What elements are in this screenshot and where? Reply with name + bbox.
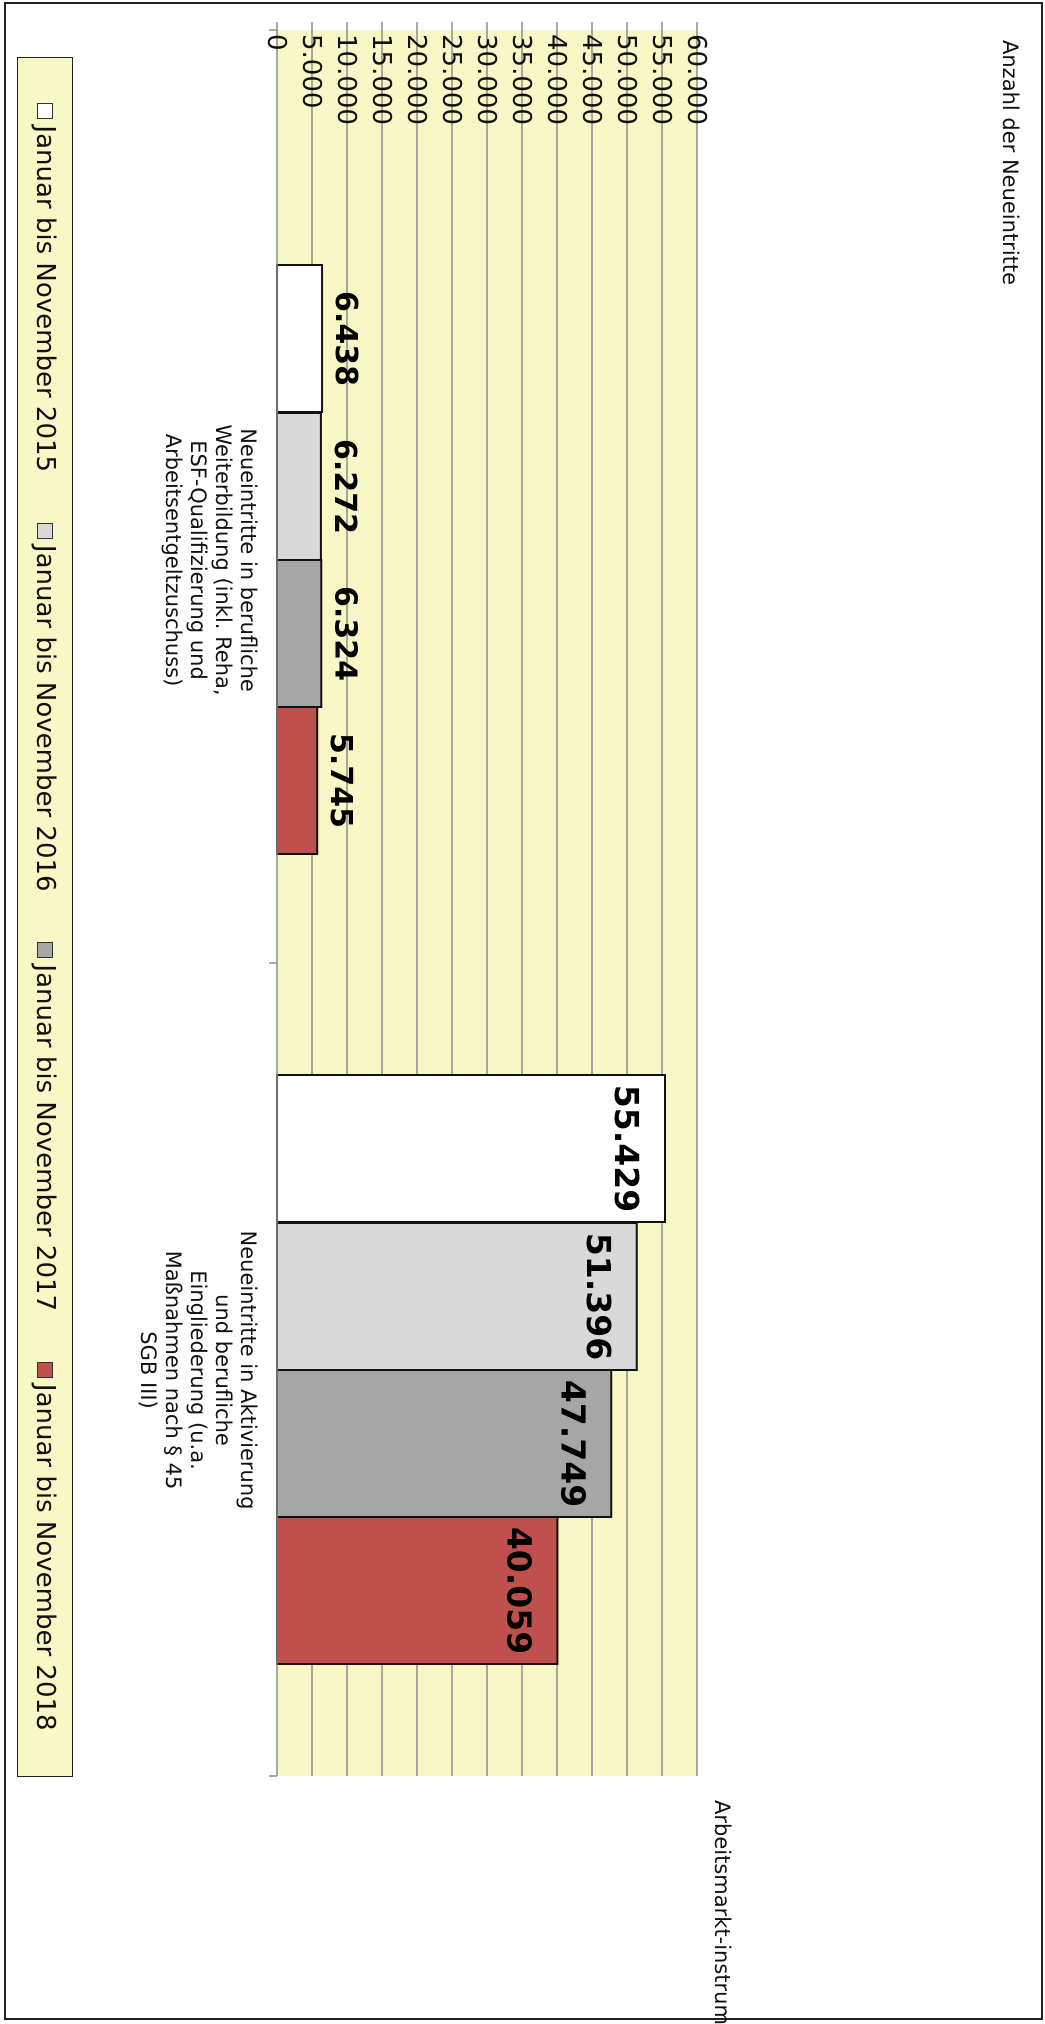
y-tick-label: 10.000	[331, 34, 361, 125]
legend-label: Januar bis November 2017	[30, 964, 60, 1312]
data-label: 5.745	[323, 733, 358, 828]
bar-1-series-3	[276, 559, 323, 708]
data-label: 51.396	[579, 1233, 618, 1360]
data-label: 47.749	[553, 1380, 592, 1507]
legend-swatch	[37, 942, 53, 959]
y-tick-label: 0	[261, 34, 291, 51]
data-label: 6.272	[327, 439, 362, 534]
y-tick-label: 50.000	[611, 34, 641, 125]
y-tick-label: 55.000	[646, 34, 676, 125]
bar-1-series-4	[276, 706, 319, 855]
category-label-line: Neueintritte in berufliche	[236, 428, 260, 692]
category-label-line: ESF-Qualifizierung und	[186, 440, 210, 680]
bar-1-series-2	[275, 412, 322, 561]
y-tick-label: 35.000	[506, 34, 536, 125]
category-label-line: Neueintritte in Aktivierung	[236, 1231, 260, 1510]
legend-label: Januar bis November 2015	[30, 125, 60, 473]
legend-item: Januar bis November 2015	[30, 103, 60, 472]
y-tick-label: 30.000	[471, 34, 501, 125]
legend-item: Januar bis November 2017	[30, 942, 60, 1311]
bar-1-series-1	[275, 264, 324, 413]
x-axis-title: Arbeitsmarkt-instrumente	[710, 1800, 734, 2024]
legend-swatch	[37, 522, 53, 539]
legend-swatch	[37, 1361, 53, 1378]
category-label-line: Weiterbildung (inkl. Reha,	[211, 424, 235, 695]
y-tick-label: 15.000	[366, 34, 396, 125]
legend-label: Januar bis November 2016	[30, 544, 60, 892]
data-label: 6.438	[328, 291, 363, 386]
data-label: 55.429	[607, 1085, 646, 1212]
legend-item: Januar bis November 2016	[30, 522, 60, 892]
y-axis-title: Anzahl der Neueintritte	[998, 40, 1022, 285]
category-label: Neueintritte in Aktivierungund beruflich…	[136, 1231, 260, 1510]
data-label: 40.059	[499, 1527, 538, 1654]
legend: Januar bis November 2015 Januar bis Novem…	[17, 57, 73, 1777]
y-tick-label: 20.000	[401, 34, 431, 125]
data-label: 6.324	[327, 586, 362, 681]
y-tick-label: 25.000	[436, 34, 466, 125]
category-label-line: Arbeitsentgeltzuschuss)	[161, 434, 185, 687]
category-label-line: Maßnahmen nach § 45	[161, 1251, 185, 1490]
legend-label: Januar bis November 2018	[30, 1383, 60, 1731]
category-label-line: SGB III)	[136, 1331, 160, 1408]
category-label: Neueintritte in beruflicheWeiterbildung …	[161, 424, 260, 695]
legend-item: Januar bis November 2018	[30, 1361, 60, 1731]
category-label-line: und berufliche	[211, 1294, 235, 1446]
category-label-line: Eingliederung (u.a.	[186, 1270, 210, 1470]
y-tick-label: 5.000	[296, 34, 326, 108]
legend-swatch	[37, 103, 53, 120]
y-tick-label: 40.000	[541, 34, 571, 125]
y-tick-label: 45.000	[576, 34, 606, 125]
y-tick-label: 60.000	[681, 34, 711, 125]
